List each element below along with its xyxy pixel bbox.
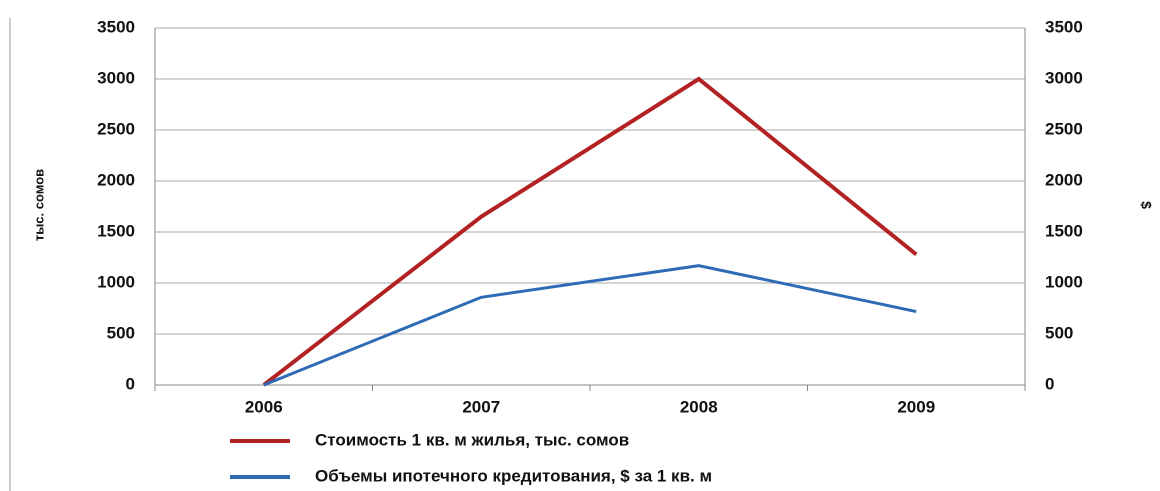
y-tick-label: 3500 (97, 17, 135, 36)
y-axis-label: тыс. сомов (31, 169, 46, 241)
y2-tick-label: 3000 (1045, 68, 1083, 87)
y2-tick-label: 2500 (1045, 119, 1083, 138)
y2-tick-label: 500 (1045, 323, 1073, 342)
y-tick-label: 1000 (97, 272, 135, 291)
y2-tick-label: 3500 (1045, 17, 1083, 36)
series-line (263, 264, 917, 387)
y-tick-label: 2000 (97, 170, 135, 189)
x-tick-label: 2008 (680, 397, 718, 416)
y-tick-label: 2500 (97, 119, 135, 138)
x-tick-label: 2006 (245, 397, 283, 416)
y-tick-label: 500 (107, 323, 135, 342)
series-line (262, 76, 918, 387)
y2-tick-label: 0 (1045, 374, 1054, 393)
y-tick-label: 1500 (97, 221, 135, 240)
y2-tick-label: 1500 (1045, 221, 1083, 240)
y-tick-label: 0 (126, 374, 135, 393)
y2-tick-label: 2000 (1045, 170, 1083, 189)
legend-label: Объемы ипотечного кредитования, $ за 1 к… (315, 466, 712, 485)
y2-axis-label: $ (1138, 201, 1154, 209)
legend-label: Стоимость 1 кв. м жилья, тыс. сомов (315, 430, 629, 449)
y-tick-label: 3000 (97, 68, 135, 87)
x-tick-label: 2007 (462, 397, 500, 416)
y2-tick-label: 1000 (1045, 272, 1083, 291)
x-tick-label: 2009 (897, 397, 935, 416)
